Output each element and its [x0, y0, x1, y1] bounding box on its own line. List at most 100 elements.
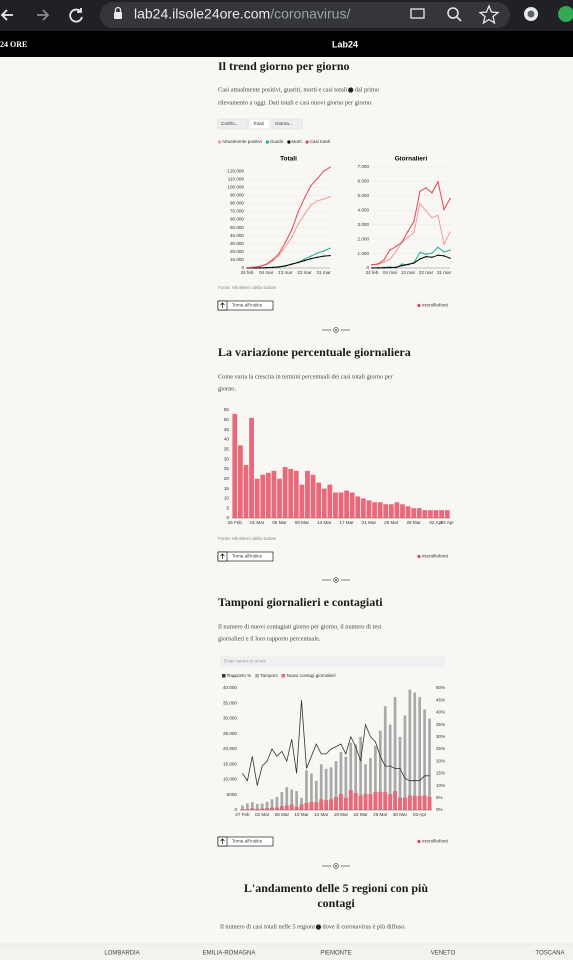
x-tick-label: 21 Mar	[362, 520, 377, 525]
data-point	[437, 254, 439, 256]
data-point	[425, 253, 427, 255]
bar	[416, 508, 422, 518]
bar	[408, 689, 412, 810]
data-point	[271, 260, 274, 262]
bar	[274, 807, 279, 810]
data-point	[322, 250, 325, 252]
data-point	[322, 255, 325, 257]
y2-tick-label: 25%	[436, 746, 445, 751]
bar	[383, 504, 389, 518]
divider-icon	[333, 327, 339, 333]
bar	[243, 464, 249, 518]
chart-tab-label[interactable]: Totali	[253, 121, 264, 126]
x-tick-label: 04 mar	[383, 270, 398, 275]
data-point	[449, 197, 451, 200]
data-point	[297, 211, 299, 213]
data-point	[329, 254, 331, 257]
chart-tab-label[interactable]: Confro...	[221, 121, 239, 126]
section-description: rilevamento a oggi. Dati totali e casi n…	[218, 99, 373, 106]
y-tick-label: 40.000	[223, 685, 237, 690]
back-button-label[interactable]: Torna all'indice	[232, 303, 263, 308]
region-tab[interactable]: LOMBARDIA	[104, 951, 139, 957]
bar	[388, 794, 393, 810]
data-point	[419, 251, 421, 254]
series-line	[247, 255, 331, 269]
y2-tick-label: 5%	[436, 795, 443, 800]
x-tick-label: 31 mar	[437, 270, 452, 275]
chart-tab[interactable]	[249, 118, 271, 130]
bar	[324, 768, 328, 810]
sources-link[interactable]: #scrolltofonti	[422, 839, 448, 844]
data-point	[401, 241, 403, 243]
forward-button[interactable]	[37, 9, 50, 21]
bar	[402, 797, 407, 810]
legend-swatch	[265, 140, 269, 144]
bar	[250, 802, 254, 810]
bar	[314, 781, 318, 810]
region-tab[interactable]: VENETO	[431, 951, 456, 957]
data-point	[395, 250, 397, 253]
search-placeholder[interactable]: Enter series to show	[224, 659, 266, 664]
y-tick-label: 20.000	[223, 746, 237, 751]
x-tick-label: 29 Mar	[407, 520, 422, 525]
data-point	[449, 231, 451, 233]
sources-link[interactable]: #scrolltofonti	[422, 554, 448, 559]
y2-tick-label: 45%	[436, 697, 445, 702]
cast-icon[interactable]	[410, 8, 425, 19]
data-point	[290, 236, 293, 239]
sources-link[interactable]: #scrolltofonti	[422, 303, 448, 308]
bar	[305, 770, 308, 810]
data-point	[278, 266, 280, 268]
data-point	[278, 253, 280, 255]
info-icon[interactable]	[315, 924, 322, 930]
chart-tab[interactable]	[217, 118, 249, 130]
back-button-label[interactable]: Torna all'indice	[232, 839, 263, 844]
info-icon[interactable]	[348, 87, 354, 93]
y-tick-label: 3.000	[358, 222, 370, 227]
bar	[398, 736, 402, 810]
series-search[interactable]	[220, 656, 446, 667]
region-tab[interactable]: PIEMONTE	[320, 951, 351, 957]
region-tab[interactable]: TOSCANA	[536, 951, 565, 957]
chart-tab-label[interactable]: Giorna...	[275, 121, 293, 126]
section-description: Il numero di nuovi contagiati giorno per…	[218, 623, 382, 630]
region-tab[interactable]: EMILIA-ROMAGNA	[203, 951, 256, 957]
y-tick-label: 25	[224, 466, 230, 471]
site-logo[interactable]: 24 ORE	[0, 40, 27, 49]
bar	[324, 800, 329, 810]
bar	[294, 807, 299, 810]
x-tick-label: 10 Mar	[294, 812, 309, 817]
y-tick-label: 70.000	[230, 209, 244, 214]
y-tick-label: 5	[226, 505, 229, 510]
bar	[412, 795, 417, 810]
bar	[349, 742, 353, 810]
x-tick-label: 22 mar	[419, 270, 434, 275]
y-tick-label: 20	[224, 476, 230, 481]
data-point	[389, 258, 391, 260]
section-title: Il trend giorno per giorno	[218, 59, 350, 73]
profile-avatar[interactable]	[558, 6, 573, 22]
chart-tab[interactable]	[271, 118, 303, 130]
data-point	[284, 265, 287, 267]
url-bar[interactable]	[100, 2, 510, 28]
data-point	[443, 251, 445, 253]
bar	[280, 792, 284, 810]
bar	[245, 809, 250, 810]
data-point	[371, 267, 373, 269]
back-button[interactable]	[0, 9, 13, 21]
data-point	[425, 255, 427, 258]
y-tick-label: 10.000	[223, 777, 237, 782]
bar	[428, 718, 431, 810]
site-brand[interactable]: Lab24	[332, 39, 358, 49]
back-button-label[interactable]: Torna all'indice	[232, 554, 263, 559]
data-point	[316, 200, 318, 202]
x-tick-label: 25 Mar	[384, 520, 399, 525]
bar	[394, 502, 400, 518]
series-line	[371, 246, 451, 269]
y-tick-label: 110.000	[228, 176, 245, 181]
bookmark-star[interactable]	[478, 4, 500, 25]
reload-button[interactable]	[69, 8, 83, 23]
legend-label: Rapporto %	[227, 673, 251, 678]
zoom-icon[interactable]	[447, 7, 459, 19]
